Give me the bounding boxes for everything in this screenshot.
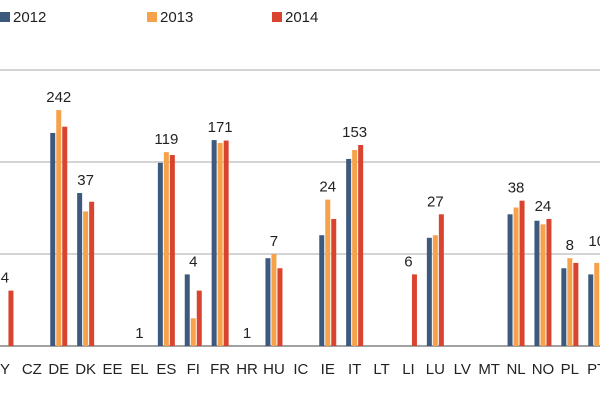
data-label: 24 <box>535 198 552 215</box>
bar <box>432 235 438 346</box>
bar <box>265 258 271 346</box>
data-label: 24 <box>319 179 336 196</box>
bar <box>567 258 573 346</box>
bar <box>561 268 567 346</box>
x-tick-label: DE <box>48 361 69 378</box>
x-tick-label: IT <box>348 361 361 378</box>
bar <box>271 254 277 346</box>
x-tick-label: LV <box>454 361 471 378</box>
x-tick-label: EE <box>103 361 123 378</box>
x-tick-label: PL <box>561 361 579 378</box>
bar <box>223 140 229 346</box>
bar <box>217 142 223 346</box>
bar <box>89 201 95 346</box>
data-label: 38 <box>508 180 525 197</box>
bar <box>411 274 417 346</box>
legend-label: 2014 <box>285 9 318 26</box>
bar <box>184 274 190 346</box>
data-label: 27 <box>427 193 444 210</box>
legend-swatch <box>272 12 282 22</box>
bar <box>169 155 175 346</box>
data-label: 1 <box>243 325 251 342</box>
x-tick-label: FI <box>187 361 200 378</box>
bar <box>163 152 169 346</box>
x-tick-label: NL <box>506 361 525 378</box>
bar <box>519 200 525 346</box>
bar <box>211 140 217 346</box>
bar <box>196 290 202 346</box>
x-tick-label: HU <box>263 361 285 378</box>
bar <box>50 132 56 346</box>
bar <box>513 207 519 346</box>
data-label: 4 <box>189 253 197 270</box>
bar <box>77 193 83 346</box>
bar <box>352 150 358 346</box>
bar <box>83 211 89 346</box>
data-label: 119 <box>154 131 178 148</box>
legend-swatch <box>0 12 10 22</box>
bar <box>56 110 62 346</box>
data-label: 8 <box>566 237 574 254</box>
bar <box>546 219 552 346</box>
data-label: 242 <box>46 89 71 106</box>
x-tick-label: NO <box>532 361 555 378</box>
data-label: 4 <box>1 270 9 287</box>
data-label: 171 <box>208 119 233 136</box>
x-tick-label: ES <box>156 361 176 378</box>
bar <box>594 262 600 346</box>
data-label: 37 <box>77 172 94 189</box>
bar <box>507 214 513 346</box>
x-tick-label: EL <box>130 361 148 378</box>
bar <box>277 268 283 346</box>
x-tick-label: LI <box>402 361 415 378</box>
bar <box>325 199 331 346</box>
x-tick-label: LU <box>426 361 445 378</box>
bar <box>346 158 352 346</box>
bar <box>540 224 546 346</box>
x-tick-label: LT <box>373 361 389 378</box>
x-tick-label: FR <box>210 361 230 378</box>
bar <box>157 162 163 346</box>
x-tick-label: HR <box>236 361 258 378</box>
bar <box>319 235 325 346</box>
data-label: 6 <box>404 253 412 270</box>
bar <box>190 318 196 346</box>
data-label: 1 <box>135 325 143 342</box>
data-label: 10 <box>588 233 600 250</box>
bar <box>331 219 337 346</box>
bar <box>62 126 68 346</box>
data-label: 7 <box>270 233 278 250</box>
x-tick-label: Y <box>0 361 10 378</box>
x-tick-label: PT <box>587 361 600 378</box>
x-tick-label: CZ <box>22 361 42 378</box>
x-tick-label: IC <box>293 361 308 378</box>
bar <box>534 220 540 346</box>
bar <box>8 290 14 346</box>
bar <box>438 214 444 346</box>
x-tick-label: IE <box>321 361 335 378</box>
x-tick-label: DK <box>75 361 96 378</box>
legend-swatch <box>147 12 157 22</box>
bar <box>358 145 364 346</box>
bar <box>573 262 579 346</box>
x-tick-label: MT <box>478 361 500 378</box>
bar <box>588 274 594 346</box>
legend-label: 2012 <box>13 9 46 26</box>
bar <box>426 237 432 346</box>
data-label: 153 <box>342 124 367 141</box>
legend-label: 2013 <box>160 9 193 26</box>
